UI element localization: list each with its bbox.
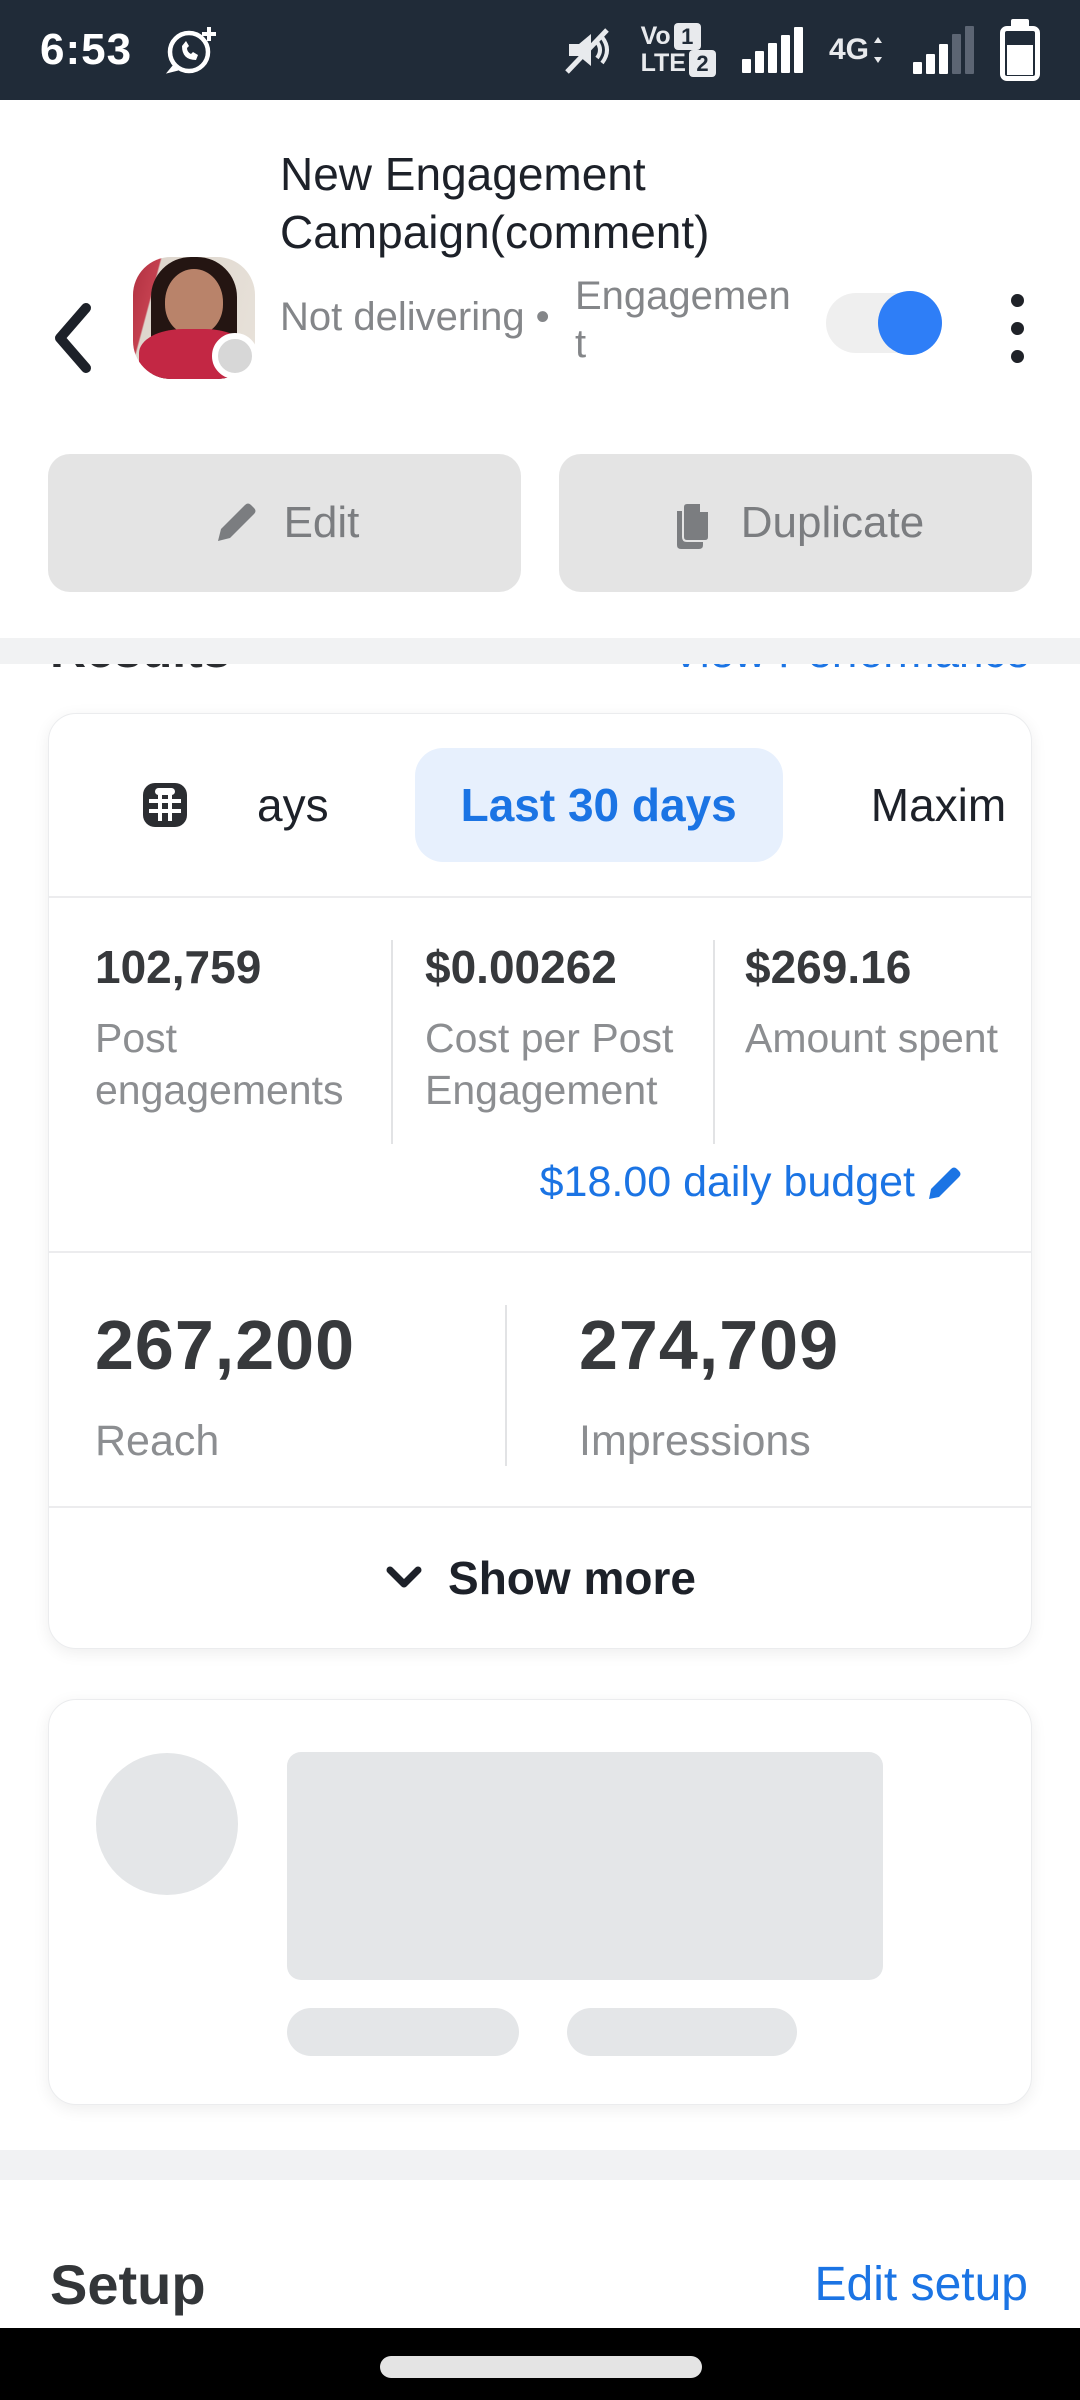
action-buttons-row: Edit Duplicate — [0, 454, 1080, 592]
results-heading: Results — [50, 664, 231, 679]
signal-bars-sim1 — [741, 27, 803, 73]
metric-label: Reach — [95, 1417, 220, 1465]
metric-impressions: 274,709 Impressions — [505, 1305, 996, 1466]
section-divider — [0, 2150, 1080, 2180]
metric-label: Cost per Post Engagement — [425, 1015, 674, 1113]
metric-post-engagements: 102,759 Post engagements — [49, 940, 391, 1144]
volte-dual-sim-indicator: Vo 1 LTE 2 — [641, 23, 716, 77]
results-heading-row: Results View Performance — [0, 664, 1080, 681]
chevron-down-icon — [384, 1564, 424, 1592]
tab-last-7-days-partial[interactable]: ays — [257, 779, 329, 831]
metric-amount-spent: $269.16 Amount spent — [713, 940, 1031, 1144]
daily-budget-row: $18.00 daily budget — [49, 1154, 1031, 1251]
whatsapp-notification-icon — [162, 21, 220, 79]
campaign-title: New Engagement Campaign(comment) — [280, 148, 710, 258]
duplicate-button-label: Duplicate — [740, 498, 925, 547]
show-more-button[interactable]: Show more — [49, 1508, 1031, 1648]
setup-header-row: Setup Edit setup — [0, 2180, 1080, 2317]
metric-cost-per-engagement: $0.00262 Cost per Post Engagement — [391, 940, 713, 1144]
edit-button[interactable]: Edit — [48, 454, 521, 592]
page-status-dot — [212, 333, 258, 379]
network-type-label: 4G — [829, 33, 887, 67]
section-divider — [0, 638, 1080, 664]
divider — [49, 1251, 1031, 1253]
duplicate-icon — [667, 497, 719, 549]
campaign-header: New Engagement Campaign(comment) Not del… — [0, 100, 1080, 430]
calendar-grid-icon[interactable] — [139, 779, 191, 831]
speaker-muted-icon — [559, 22, 615, 78]
secondary-metrics: 267,200 Reach 274,709 Impressions — [49, 1253, 1031, 1506]
system-navigation-bar — [0, 2328, 1080, 2400]
divider — [49, 896, 1031, 898]
status-bar: 6:53 Vo 1 L — [0, 0, 1080, 100]
signal-bars-sim2 — [913, 26, 974, 74]
results-card: ays Last 30 days Maxim 102,759 Post enga… — [48, 713, 1032, 1649]
clock: 6:53 — [40, 25, 133, 74]
view-performance-link[interactable]: View Performance — [671, 664, 1030, 678]
skeleton-text-placeholder — [287, 2008, 519, 2056]
more-options-button[interactable] — [1005, 288, 1030, 369]
tab-maximum-partial[interactable]: Maxim — [870, 779, 1007, 831]
daily-budget-link[interactable]: $18.00 daily budget — [539, 1158, 915, 1206]
metric-label: Impressions — [579, 1417, 811, 1465]
metric-label: Post engagements — [95, 1015, 344, 1113]
campaign-objective: Engagement — [575, 274, 791, 366]
data-arrows-icon — [874, 37, 882, 63]
home-indicator-handle[interactable] — [380, 2356, 702, 2378]
edit-setup-link[interactable]: Edit setup — [814, 2258, 1028, 2311]
campaign-active-toggle[interactable] — [826, 291, 942, 355]
divider — [49, 1506, 1031, 1508]
primary-metrics: 102,759 Post engagements $0.00262 Cost p… — [49, 898, 1031, 1154]
metric-label: Amount spent — [745, 1015, 998, 1061]
setup-heading: Setup — [50, 2253, 206, 2316]
metric-value: 274,709 — [579, 1306, 840, 1384]
duplicate-button[interactable]: Duplicate — [559, 454, 1032, 592]
skeleton-avatar-placeholder — [96, 1753, 238, 1895]
tab-last-30-days-selected[interactable]: Last 30 days — [414, 748, 783, 862]
show-more-label: Show more — [448, 1552, 696, 1604]
skeleton-text-placeholder — [567, 2008, 797, 2056]
metric-value: $0.00262 — [425, 941, 617, 993]
back-button[interactable] — [48, 300, 98, 376]
edit-button-label: Edit — [283, 498, 360, 547]
pencil-icon — [210, 497, 262, 549]
metric-value: 267,200 — [95, 1306, 356, 1384]
ad-preview-loading-card — [48, 1699, 1032, 2105]
battery-icon — [1000, 19, 1040, 81]
skeleton-media-placeholder — [287, 1752, 883, 1980]
metric-reach: 267,200 Reach — [49, 1305, 505, 1466]
metric-value: 102,759 — [95, 941, 262, 993]
date-range-tabs: ays Last 30 days Maxim — [49, 714, 1031, 896]
delivery-status: Not delivering • — [280, 295, 550, 339]
metric-value: $269.16 — [745, 941, 912, 993]
edit-budget-pencil-icon[interactable] — [921, 1161, 965, 1205]
